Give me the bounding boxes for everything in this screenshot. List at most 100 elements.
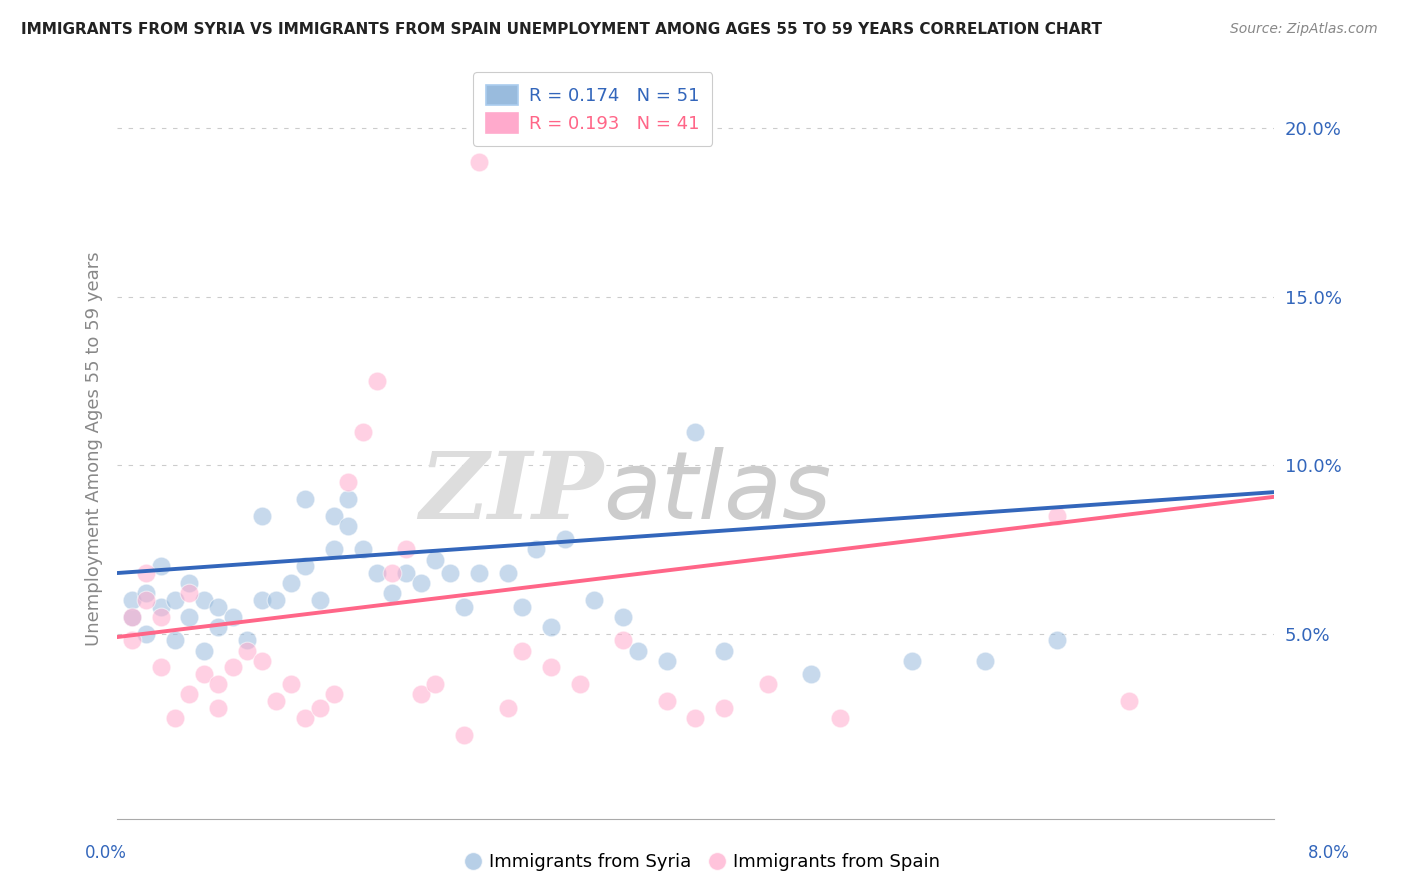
Point bbox=[179, 576, 201, 591]
Point bbox=[280, 677, 302, 691]
Point bbox=[352, 425, 374, 439]
Point bbox=[121, 633, 143, 648]
Point bbox=[207, 599, 229, 614]
Legend: Immigrants from Syria, Immigrants from Spain: Immigrants from Syria, Immigrants from S… bbox=[458, 847, 948, 879]
Point bbox=[179, 687, 201, 701]
Point bbox=[294, 491, 316, 506]
Point bbox=[554, 533, 576, 547]
Point bbox=[193, 667, 215, 681]
Point bbox=[163, 711, 186, 725]
Point bbox=[135, 593, 157, 607]
Point bbox=[207, 620, 229, 634]
Point bbox=[323, 687, 346, 701]
Point bbox=[207, 701, 229, 715]
Point bbox=[439, 566, 461, 580]
Point bbox=[800, 667, 823, 681]
Point bbox=[294, 711, 316, 725]
Legend: R = 0.174   N = 51, R = 0.193   N = 41: R = 0.174 N = 51, R = 0.193 N = 41 bbox=[474, 72, 713, 146]
Point bbox=[352, 542, 374, 557]
Point bbox=[250, 654, 273, 668]
Point bbox=[685, 711, 707, 725]
Point bbox=[713, 643, 735, 657]
Point bbox=[294, 559, 316, 574]
Point bbox=[467, 566, 489, 580]
Point bbox=[149, 610, 172, 624]
Point bbox=[425, 677, 447, 691]
Point bbox=[337, 491, 360, 506]
Point bbox=[453, 728, 475, 742]
Y-axis label: Unemployment Among Ages 55 to 59 years: Unemployment Among Ages 55 to 59 years bbox=[86, 251, 103, 646]
Point bbox=[425, 552, 447, 566]
Point bbox=[756, 677, 779, 691]
Point bbox=[135, 626, 157, 640]
Point bbox=[250, 508, 273, 523]
Point bbox=[179, 586, 201, 600]
Point bbox=[467, 155, 489, 169]
Point bbox=[366, 374, 388, 388]
Point bbox=[496, 566, 519, 580]
Point bbox=[323, 508, 346, 523]
Text: 0.0%: 0.0% bbox=[84, 844, 127, 862]
Point bbox=[526, 542, 548, 557]
Point bbox=[510, 599, 533, 614]
Point bbox=[381, 566, 404, 580]
Point bbox=[366, 566, 388, 580]
Text: ZIP: ZIP bbox=[419, 448, 603, 538]
Point bbox=[1046, 508, 1069, 523]
Point bbox=[135, 586, 157, 600]
Point bbox=[280, 576, 302, 591]
Point bbox=[453, 599, 475, 614]
Point bbox=[193, 643, 215, 657]
Point bbox=[163, 633, 186, 648]
Point bbox=[149, 599, 172, 614]
Text: IMMIGRANTS FROM SYRIA VS IMMIGRANTS FROM SPAIN UNEMPLOYMENT AMONG AGES 55 TO 59 : IMMIGRANTS FROM SYRIA VS IMMIGRANTS FROM… bbox=[21, 22, 1102, 37]
Point bbox=[395, 542, 418, 557]
Text: atlas: atlas bbox=[603, 447, 831, 539]
Point bbox=[121, 610, 143, 624]
Point bbox=[409, 576, 432, 591]
Point bbox=[1046, 633, 1069, 648]
Point bbox=[409, 687, 432, 701]
Point bbox=[395, 566, 418, 580]
Point bbox=[583, 593, 606, 607]
Point bbox=[308, 701, 330, 715]
Point bbox=[655, 694, 678, 708]
Point bbox=[626, 643, 648, 657]
Point bbox=[121, 593, 143, 607]
Point bbox=[510, 643, 533, 657]
Point bbox=[323, 542, 346, 557]
Point bbox=[121, 610, 143, 624]
Point bbox=[193, 593, 215, 607]
Point bbox=[236, 633, 259, 648]
Point bbox=[713, 701, 735, 715]
Point bbox=[540, 620, 562, 634]
Point bbox=[264, 694, 287, 708]
Point bbox=[264, 593, 287, 607]
Point bbox=[1118, 694, 1140, 708]
Text: 8.0%: 8.0% bbox=[1308, 844, 1350, 862]
Point bbox=[135, 566, 157, 580]
Point bbox=[308, 593, 330, 607]
Text: Source: ZipAtlas.com: Source: ZipAtlas.com bbox=[1230, 22, 1378, 37]
Point bbox=[337, 475, 360, 489]
Point bbox=[568, 677, 591, 691]
Point bbox=[901, 654, 924, 668]
Point bbox=[612, 633, 634, 648]
Point bbox=[163, 593, 186, 607]
Point bbox=[828, 711, 851, 725]
Point bbox=[236, 643, 259, 657]
Point bbox=[540, 660, 562, 674]
Point bbox=[685, 425, 707, 439]
Point bbox=[612, 610, 634, 624]
Point bbox=[250, 593, 273, 607]
Point bbox=[655, 654, 678, 668]
Point bbox=[207, 677, 229, 691]
Point bbox=[381, 586, 404, 600]
Point bbox=[149, 660, 172, 674]
Point bbox=[179, 610, 201, 624]
Point bbox=[149, 559, 172, 574]
Point bbox=[337, 519, 360, 533]
Point bbox=[496, 701, 519, 715]
Point bbox=[222, 660, 245, 674]
Point bbox=[973, 654, 995, 668]
